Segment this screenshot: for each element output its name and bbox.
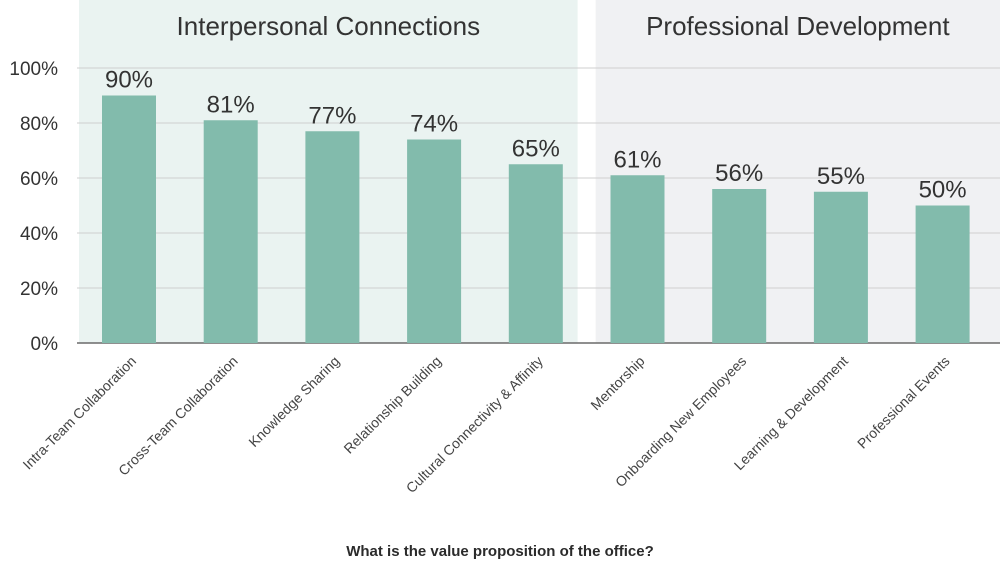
x-tick-label: Professional Events [854, 353, 953, 452]
y-axis-ticks: 0% 20% 40% 60% 80% 100% [9, 59, 58, 355]
data-label: 65% [512, 135, 560, 162]
data-label: 74% [410, 111, 458, 138]
y-tick-label: 60% [20, 169, 58, 190]
x-tick-label: Relationship Building [340, 353, 444, 457]
data-label: 61% [613, 146, 661, 173]
bars [102, 95, 970, 343]
data-label: 55% [817, 163, 865, 190]
bar [102, 95, 156, 343]
bar [915, 205, 970, 343]
bar [203, 120, 258, 343]
bar [712, 189, 767, 343]
group-title: Professional Development [646, 11, 950, 41]
bar [305, 131, 360, 343]
data-label: 81% [207, 91, 255, 118]
y-tick-label: 0% [31, 334, 59, 355]
y-tick-label: 100% [9, 59, 58, 80]
x-tick-label: Knowledge Sharing [245, 353, 342, 450]
bar [508, 164, 563, 343]
data-label: 77% [308, 102, 356, 129]
x-axis-title: What is the value proposition of the off… [346, 543, 654, 560]
group-title: Interpersonal Connections [177, 11, 481, 41]
data-label: 90% [105, 67, 153, 94]
data-label: 50% [919, 177, 967, 204]
data-label: 56% [715, 160, 763, 187]
bar [610, 175, 665, 343]
y-tick-label: 80% [20, 114, 58, 135]
y-tick-label: 40% [20, 224, 58, 245]
x-tick-label: Cross-Team Collaboration [115, 353, 241, 479]
bar [813, 191, 868, 343]
data-labels: 90% 81% 77% 74% 65% 61% 56% 55% 50% [105, 67, 967, 204]
y-tick-label: 20% [20, 279, 58, 300]
x-tick-label: Learning & Development [731, 353, 851, 473]
x-tick-label: Mentorship [587, 353, 647, 413]
x-tick-label: Intra-Team Collaboration [19, 353, 139, 473]
bar [407, 139, 462, 343]
